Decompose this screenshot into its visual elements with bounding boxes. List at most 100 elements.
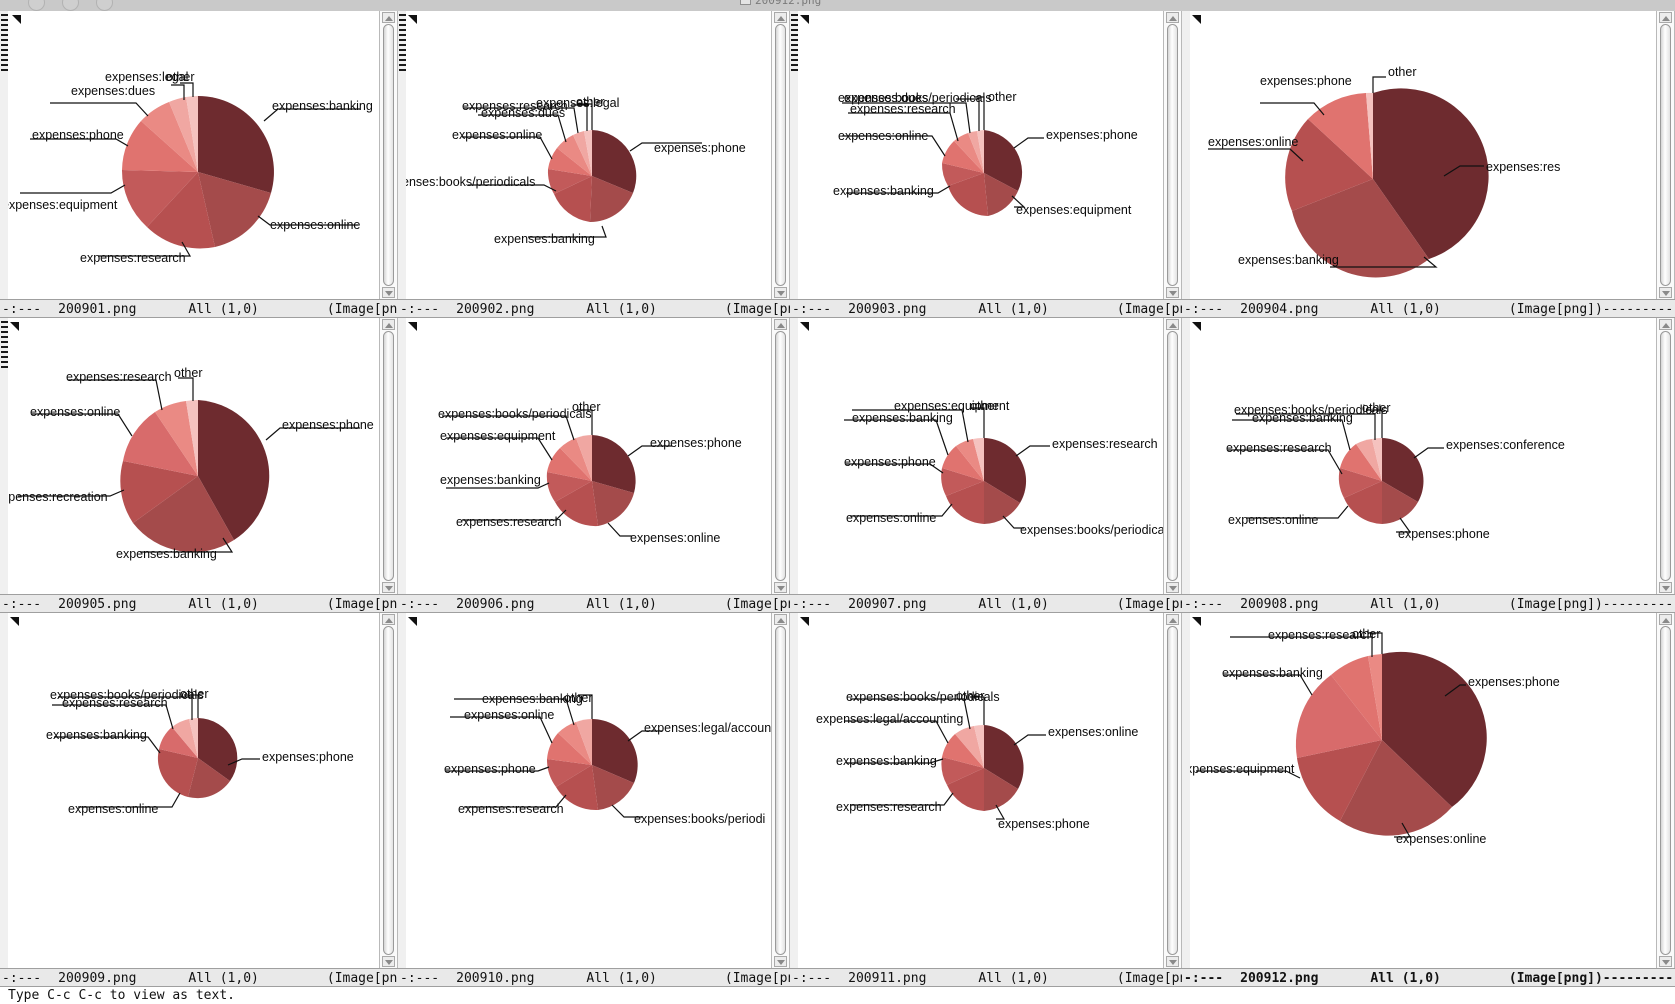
- scrollbar-200904[interactable]: [1656, 11, 1675, 299]
- pie-label: expenses:research: [458, 802, 564, 816]
- scrollbar-200907[interactable]: [1163, 318, 1182, 594]
- image-canvas-200905[interactable]: expenses:phone expenses:banking xpenses:…: [8, 318, 398, 594]
- titlebar-close-button[interactable]: [28, 0, 45, 11]
- scrollbar-200905[interactable]: [379, 318, 398, 594]
- scrollbar-200910[interactable]: [771, 613, 790, 968]
- image-canvas-200912[interactable]: expenses:phone expenses:online xpenses:e…: [1190, 613, 1675, 968]
- scroll-up-arrow-icon[interactable]: [382, 614, 395, 625]
- emacs-window-200901[interactable]: expenses:banking expenses:online expense…: [0, 11, 398, 318]
- scroll-up-arrow-icon[interactable]: [1166, 614, 1179, 625]
- scroll-down-arrow-icon[interactable]: [1659, 582, 1672, 593]
- image-canvas-200906[interactable]: expenses:phone expenses:online expenses:…: [406, 318, 790, 594]
- pie-label: expenses:books/periodicals: [438, 407, 592, 421]
- scrollbar-200903[interactable]: [1163, 11, 1182, 299]
- emacs-window-200908[interactable]: expenses:conference expenses:phone expen…: [1182, 318, 1675, 613]
- scroll-down-arrow-icon[interactable]: [1659, 956, 1672, 967]
- modeline-200908[interactable]: -:--- 200908.png All (1,0) (Image[png])----…: [1182, 594, 1675, 613]
- scroll-down-arrow-icon[interactable]: [382, 582, 395, 593]
- image-canvas-200904[interactable]: expenses:res expenses:banking expenses:o…: [1190, 11, 1675, 299]
- scrollbar-200901[interactable]: [379, 11, 398, 299]
- emacs-window-200911[interactable]: expenses:online expenses:phone expenses:…: [790, 613, 1182, 987]
- scrollbar-thumb[interactable]: [775, 331, 786, 581]
- scrollbar-thumb[interactable]: [1660, 626, 1671, 955]
- pie-label: expenses:online: [1228, 513, 1318, 527]
- scroll-down-arrow-icon[interactable]: [774, 287, 787, 298]
- emacs-window-200902[interactable]: expenses:phone expenses:banking enses:bo…: [398, 11, 790, 318]
- scroll-down-arrow-icon[interactable]: [1166, 287, 1179, 298]
- scrollbar-thumb[interactable]: [1167, 331, 1178, 581]
- image-canvas-200901[interactable]: expenses:banking expenses:online expense…: [8, 11, 398, 299]
- truncation-corner-icon: [800, 322, 809, 331]
- scroll-down-arrow-icon[interactable]: [774, 956, 787, 967]
- titlebar-maximize-button[interactable]: [96, 0, 113, 11]
- titlebar-minimize-button[interactable]: [62, 0, 79, 11]
- scrollbar-200909[interactable]: [379, 613, 398, 968]
- scroll-down-arrow-icon[interactable]: [1659, 287, 1672, 298]
- emacs-window-200907[interactable]: expenses:research expenses:books/periodi…: [790, 318, 1182, 613]
- pie-label: enses:books/periodicals: [406, 175, 535, 189]
- emacs-window-200904[interactable]: expenses:res expenses:banking expenses:o…: [1182, 11, 1675, 318]
- scroll-up-arrow-icon[interactable]: [1166, 319, 1179, 330]
- pie-label: expenses:banking: [1252, 411, 1353, 425]
- scrollbar-thumb[interactable]: [1167, 626, 1178, 955]
- window-row-3: expenses:phone expenses:online expenses:…: [0, 613, 1675, 987]
- scroll-down-arrow-icon[interactable]: [382, 956, 395, 967]
- pie-label: expenses:online: [68, 802, 158, 816]
- scroll-down-arrow-icon[interactable]: [382, 287, 395, 298]
- emacs-window-200910[interactable]: expenses:legal/accoun expenses:books/per…: [398, 613, 790, 987]
- scrollbar-thumb[interactable]: [383, 24, 394, 286]
- scrollbar-thumb[interactable]: [775, 626, 786, 955]
- scroll-up-arrow-icon[interactable]: [382, 12, 395, 23]
- scrollbar-200911[interactable]: [1163, 613, 1182, 968]
- scrollbar-thumb[interactable]: [1167, 24, 1178, 286]
- scrollbar-200912[interactable]: [1656, 613, 1675, 968]
- emacs-window-200903[interactable]: expenses:phone expenses:equipment expens…: [790, 11, 1182, 318]
- scrollbar-200906[interactable]: [771, 318, 790, 594]
- scroll-up-arrow-icon[interactable]: [1659, 12, 1672, 23]
- modeline-200904[interactable]: -:--- 200904.png All (1,0) (Image[png])----…: [1182, 299, 1675, 318]
- scrollbar-200908[interactable]: [1656, 318, 1675, 594]
- scroll-up-arrow-icon[interactable]: [1659, 319, 1672, 330]
- scroll-down-arrow-icon[interactable]: [1166, 956, 1179, 967]
- scroll-down-arrow-icon[interactable]: [1166, 582, 1179, 593]
- scroll-up-arrow-icon[interactable]: [774, 614, 787, 625]
- emacs-window-200905[interactable]: expenses:phone expenses:banking xpenses:…: [0, 318, 398, 613]
- image-canvas-200909[interactable]: expenses:phone expenses:online expenses:…: [8, 613, 398, 968]
- scroll-up-arrow-icon[interactable]: [774, 12, 787, 23]
- scroll-up-arrow-icon[interactable]: [774, 319, 787, 330]
- scroll-down-arrow-icon[interactable]: [774, 582, 787, 593]
- image-canvas-200907[interactable]: expenses:research expenses:books/periodi…: [798, 318, 1182, 594]
- pie-label: expenses:online: [846, 511, 936, 525]
- scroll-up-arrow-icon[interactable]: [1166, 12, 1179, 23]
- scrollbar-thumb[interactable]: [1660, 331, 1671, 581]
- image-canvas-200903[interactable]: expenses:phone expenses:equipment expens…: [798, 11, 1182, 299]
- modeline-200912[interactable]: -:--- 200912.png All (1,0) (Image[png])----…: [1182, 968, 1675, 987]
- scrollbar-thumb[interactable]: [383, 626, 394, 955]
- scrollbar-thumb[interactable]: [775, 24, 786, 286]
- image-canvas-200902[interactable]: expenses:phone expenses:banking enses:bo…: [406, 11, 790, 299]
- emacs-window-200909[interactable]: expenses:phone expenses:online expenses:…: [0, 613, 398, 987]
- image-canvas-200908[interactable]: expenses:conference expenses:phone expen…: [1190, 318, 1675, 594]
- pie-chart-200907: expenses:research expenses:books/periodi…: [798, 318, 1182, 594]
- emacs-window-200912[interactable]: expenses:phone expenses:online xpenses:e…: [1182, 613, 1675, 987]
- scrollbar-200902[interactable]: [771, 11, 790, 299]
- window-row-1: expenses:banking expenses:online expense…: [0, 11, 1675, 318]
- image-canvas-200911[interactable]: expenses:online expenses:phone expenses:…: [798, 613, 1182, 968]
- scroll-up-arrow-icon[interactable]: [382, 319, 395, 330]
- scrollbar-thumb[interactable]: [1660, 24, 1671, 286]
- pie-label: expenses:online: [1396, 832, 1486, 846]
- scroll-up-arrow-icon[interactable]: [1659, 614, 1672, 625]
- emacs-window-200906[interactable]: expenses:phone expenses:online expenses:…: [398, 318, 790, 613]
- image-canvas-200910[interactable]: expenses:legal/accoun expenses:books/per…: [406, 613, 790, 968]
- scrollbar-thumb[interactable]: [383, 331, 394, 581]
- left-fringe: [1182, 318, 1190, 594]
